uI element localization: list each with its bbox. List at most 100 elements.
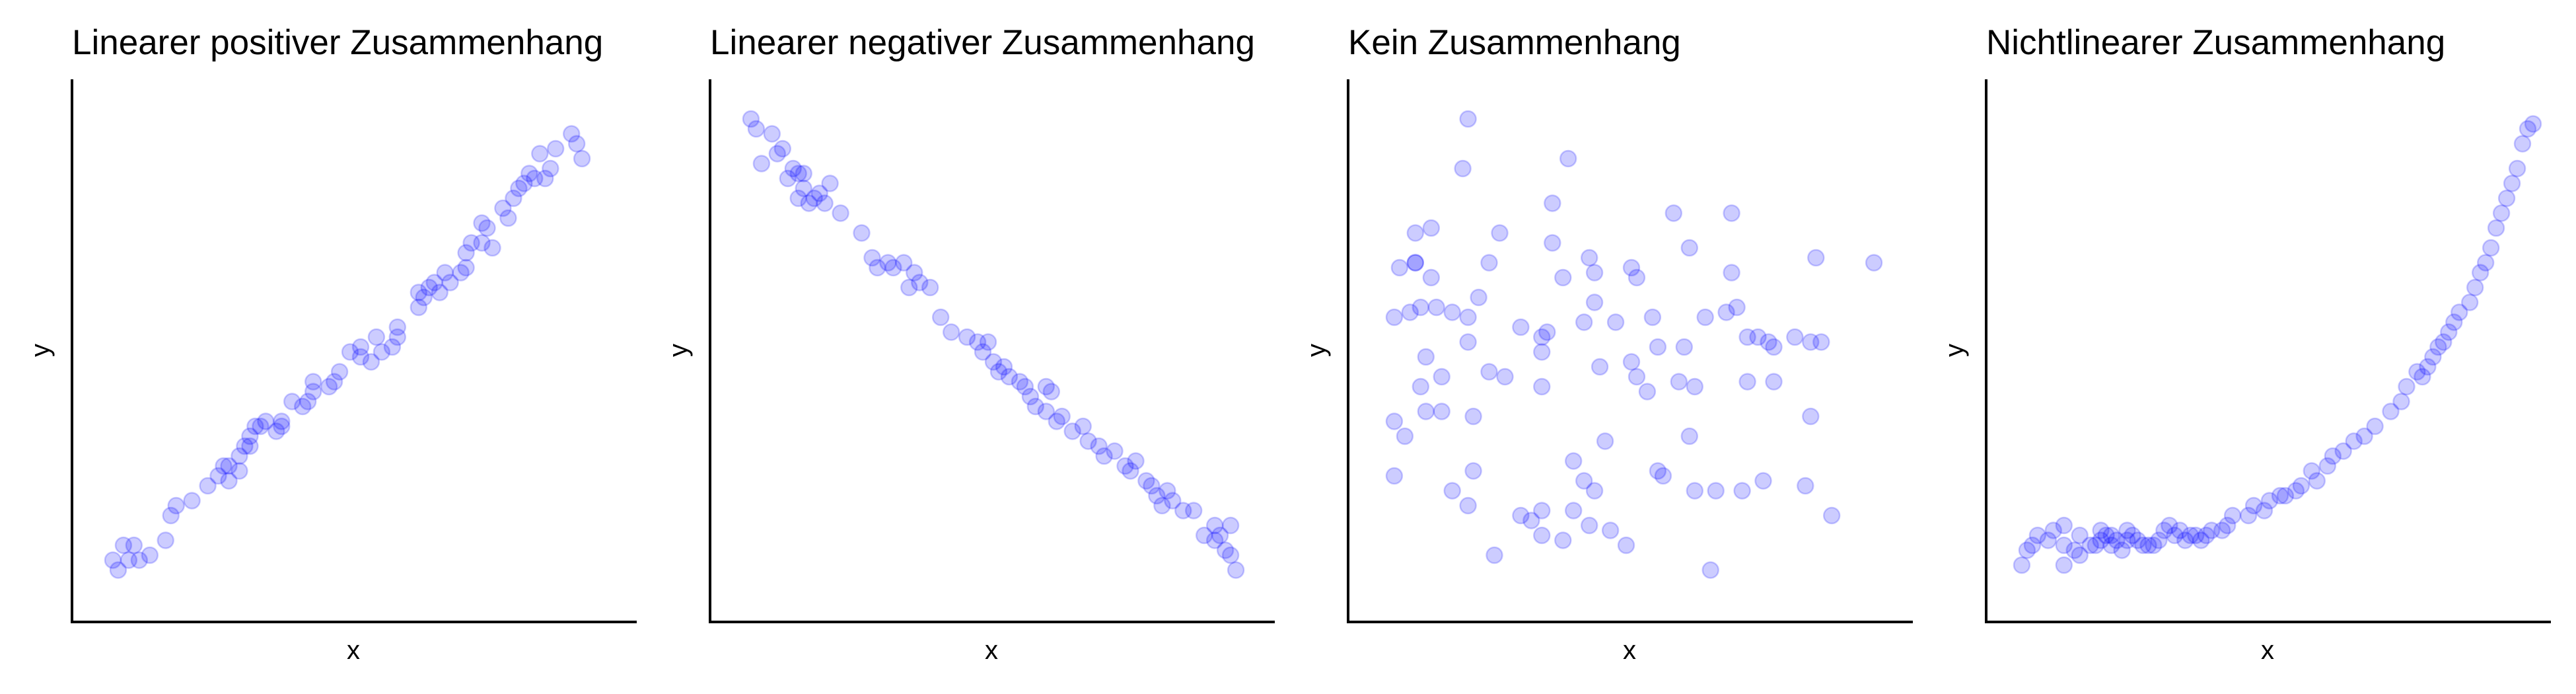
scatter-point bbox=[1406, 254, 1425, 272]
scatter-point bbox=[747, 120, 766, 138]
scatter-point bbox=[2118, 531, 2136, 549]
scatter-point bbox=[436, 264, 454, 282]
scatter-point bbox=[567, 135, 586, 153]
scatter-point bbox=[1765, 338, 1783, 356]
scatter-point bbox=[220, 457, 238, 475]
scatter-point bbox=[573, 149, 591, 168]
scatter-point bbox=[520, 165, 538, 182]
scatter-point bbox=[1533, 377, 1551, 396]
scatter-point bbox=[1512, 506, 1530, 525]
scatter-point bbox=[800, 194, 818, 212]
x-axis-label: x bbox=[347, 636, 360, 665]
scatter-point bbox=[1622, 258, 1641, 277]
scatter-point bbox=[1717, 303, 1735, 321]
scatter-point bbox=[884, 258, 902, 277]
scatter-point bbox=[2460, 293, 2479, 311]
scatter-point bbox=[1533, 328, 1551, 346]
scatter-point bbox=[1754, 472, 1772, 490]
scatter-point bbox=[1401, 303, 1419, 321]
scatter-point bbox=[1686, 482, 1704, 500]
scatter-point bbox=[1443, 303, 1461, 321]
scatter-point bbox=[505, 189, 522, 208]
scatter-point bbox=[1454, 159, 1472, 178]
scatter-point bbox=[1701, 561, 1719, 579]
scatter-point bbox=[2503, 174, 2521, 192]
scatter-point bbox=[1174, 502, 1192, 520]
scatter-point bbox=[869, 258, 886, 277]
scatter-point bbox=[942, 323, 960, 341]
scatter-point bbox=[2345, 432, 2363, 450]
scatter-point bbox=[510, 179, 528, 198]
scatter-point bbox=[2192, 531, 2210, 549]
scatter-point bbox=[1686, 377, 1704, 396]
y-axis-label: y bbox=[1940, 344, 1969, 357]
scatter-point bbox=[2392, 393, 2410, 410]
scatter-point bbox=[853, 224, 871, 242]
scatter-point bbox=[1733, 482, 1751, 500]
scatter-point bbox=[1559, 149, 1577, 168]
scatter-point bbox=[2197, 526, 2215, 545]
scatter-point bbox=[2451, 303, 2468, 321]
scatter-point bbox=[2471, 264, 2489, 282]
scatter-point bbox=[1812, 333, 1830, 351]
scatter-point bbox=[1216, 541, 1234, 559]
scatter-point bbox=[2097, 526, 2115, 545]
scatter-point bbox=[2124, 526, 2141, 545]
scatter-point bbox=[1480, 363, 1498, 381]
scatter-point bbox=[304, 373, 322, 391]
scatter-point bbox=[832, 204, 849, 222]
scatter-point bbox=[2276, 486, 2295, 505]
scatter-point bbox=[2303, 462, 2321, 480]
scatter-point bbox=[562, 125, 581, 143]
scatter-point bbox=[410, 298, 428, 317]
scatter-point bbox=[2071, 546, 2089, 564]
scatter-point bbox=[2129, 531, 2147, 549]
scatter-point bbox=[2355, 427, 2373, 445]
panel-linear-positive: Linearer positiver Zusammenhang y x bbox=[26, 23, 637, 665]
scatter-point bbox=[2171, 521, 2189, 539]
scatter-point bbox=[784, 159, 803, 178]
scatter-point bbox=[526, 169, 544, 188]
scatter-point bbox=[2055, 536, 2073, 555]
scatter-point bbox=[299, 393, 317, 410]
scatter-point bbox=[1580, 249, 1598, 267]
scatter-point bbox=[1406, 254, 1425, 272]
scatter-point bbox=[257, 412, 275, 430]
scatter-point bbox=[220, 472, 238, 490]
scatter-point bbox=[2414, 367, 2431, 386]
scatter-point bbox=[1649, 338, 1667, 356]
scatter-point bbox=[283, 393, 301, 410]
scatter-point bbox=[1116, 457, 1134, 475]
scatter-point bbox=[2519, 120, 2537, 138]
scatter-point bbox=[1491, 224, 1509, 242]
scatter-point bbox=[246, 417, 264, 436]
scatter-point bbox=[388, 328, 407, 346]
scatter-point bbox=[1649, 462, 1667, 480]
scatter-point bbox=[2182, 526, 2200, 545]
scatter-point bbox=[2044, 521, 2063, 539]
scatter-point bbox=[499, 209, 517, 227]
scatter-point bbox=[1738, 373, 1756, 391]
scatter-point bbox=[1406, 224, 1425, 242]
scatter-point bbox=[1412, 377, 1430, 396]
scatter-point bbox=[752, 155, 771, 173]
scatter-point bbox=[2334, 442, 2352, 460]
scatter-point bbox=[1723, 204, 1740, 222]
scatter-point bbox=[879, 254, 897, 272]
scatter-point bbox=[425, 274, 443, 291]
scatter-point bbox=[1728, 298, 1746, 317]
scatter-point bbox=[1654, 467, 1672, 485]
scatter-point bbox=[1617, 536, 1635, 555]
scatter-point bbox=[330, 363, 349, 381]
scatter-point bbox=[1159, 482, 1176, 500]
scatter-point bbox=[1580, 516, 1598, 535]
scatter-point bbox=[1221, 516, 1240, 535]
scatter-point bbox=[1533, 343, 1551, 361]
scatter-point bbox=[2018, 541, 2036, 559]
scatter-point bbox=[2382, 403, 2400, 420]
scatter-point bbox=[1417, 403, 1435, 420]
scatter-point bbox=[231, 447, 248, 465]
scatter-point bbox=[546, 139, 565, 158]
scatter-point bbox=[2139, 536, 2157, 555]
scatter-point bbox=[2102, 536, 2120, 555]
